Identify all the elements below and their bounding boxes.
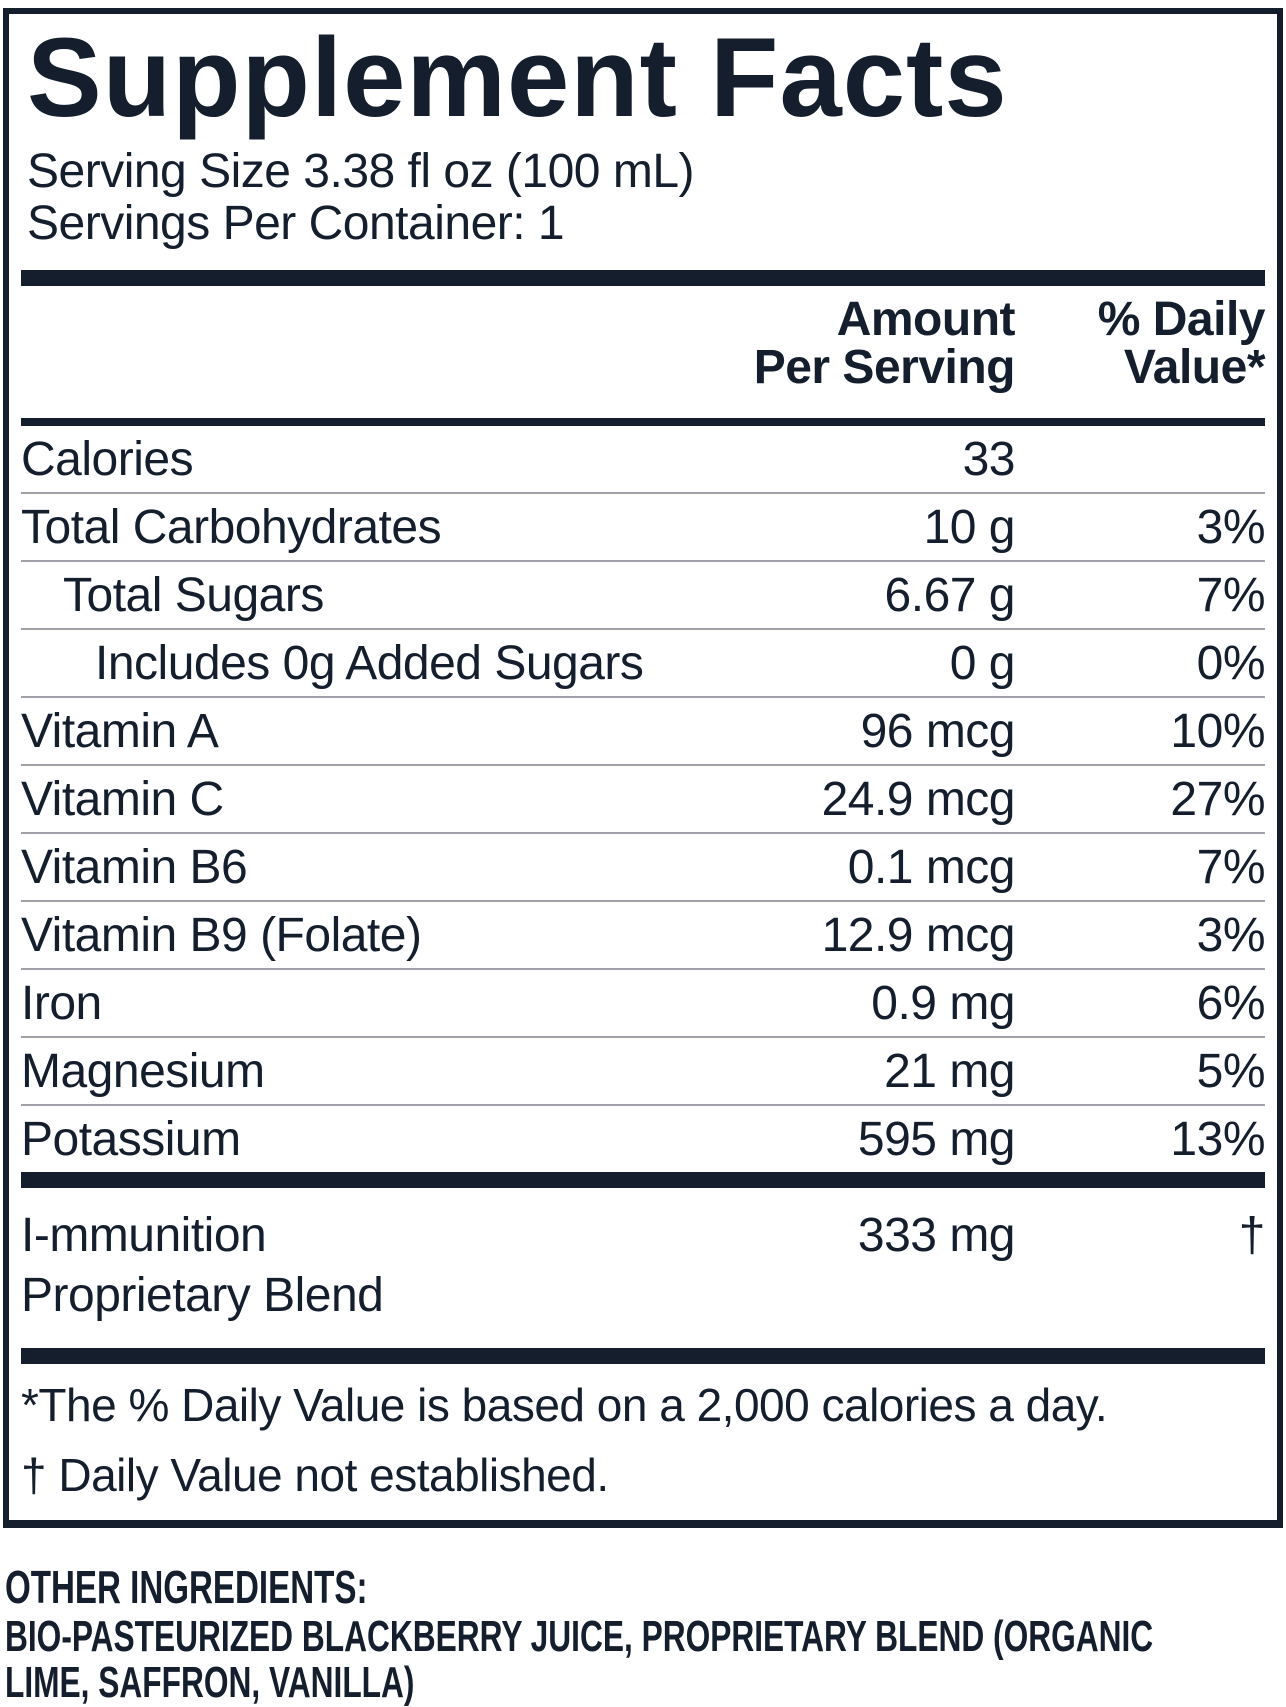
row-amount: 33	[962, 432, 1016, 486]
row-name: Vitamin B9 (Folate)	[21, 908, 422, 962]
row-daily-value: 6%	[1196, 976, 1266, 1030]
row-amount: 10 g	[923, 500, 1016, 554]
row-name: Total Sugars	[63, 568, 324, 622]
row-name: Vitamin B6	[21, 840, 248, 894]
row-name: Vitamin C	[21, 772, 224, 826]
row-amount: 595 mg	[857, 1112, 1016, 1166]
row-daily-value: 10%	[1170, 704, 1265, 758]
footnote-not-established: † Daily Value not established.	[21, 1449, 609, 1502]
table-row: Vitamin B9 (Folate) 12.9 mcg 3%	[21, 900, 1266, 968]
blend-amount: 333 mg	[857, 1209, 1016, 1263]
row-amount: 0.1 mcg	[847, 840, 1016, 894]
row-daily-value: 27%	[1170, 772, 1265, 826]
table-row: Vitamin A 96 mcg 10%	[21, 696, 1266, 764]
supplement-facts-panel: Supplement Facts Serving Size 3.38 fl oz…	[3, 8, 1283, 1529]
row-name: Iron	[21, 976, 102, 1030]
supplement-label-sheet: Supplement Facts Serving Size 3.38 fl oz…	[0, 8, 1286, 1706]
table-row: Magnesium 21 mg 5%	[21, 1036, 1266, 1104]
row-daily-value: 7%	[1196, 840, 1266, 894]
divider-bar-top	[21, 270, 1265, 287]
table-row: Potassium 595 mg 13%	[21, 1104, 1266, 1172]
table-row: Total Sugars 6.67 g 7%	[21, 560, 1266, 628]
divider-bar-blend-top	[21, 1172, 1265, 1189]
row-name: Includes 0g Added Sugars	[95, 636, 644, 690]
row-name: Vitamin A	[21, 704, 219, 758]
amount-column-header: Amount Per Serving	[753, 293, 1016, 395]
table-row: Includes 0g Added Sugars 0 g 0%	[21, 628, 1266, 696]
nutrients-table: Calories 33 Total Carbohydrates 10 g 3% …	[21, 418, 1266, 1172]
blend-daily-value: †	[1238, 1209, 1266, 1263]
row-name: Potassium	[21, 1112, 241, 1166]
other-ingredients-text: BIO-PASTEURIZED BLACKBERRY JUICE, PROPRI…	[5, 1612, 1154, 1707]
row-name: Calories	[21, 432, 194, 486]
table-row: Vitamin C 24.9 mcg 27%	[21, 764, 1266, 832]
row-amount: 21 mg	[884, 1044, 1015, 1098]
row-amount: 96 mcg	[860, 704, 1016, 758]
row-amount: 24.9 mcg	[821, 772, 1016, 826]
column-headers: Amount Per Serving % Daily Value*	[21, 286, 1266, 418]
row-amount: 0 g	[949, 636, 1016, 690]
serving-size: Serving Size 3.38 fl oz (100 mL)	[27, 145, 695, 199]
footnotes: *The % Daily Value is based on a 2,000 c…	[21, 1364, 1265, 1510]
row-daily-value: 5%	[1196, 1044, 1266, 1098]
row-daily-value: 13%	[1170, 1112, 1265, 1166]
panel-title: Supplement Facts	[27, 15, 1008, 140]
row-amount: 0.9 mg	[871, 976, 1015, 1030]
servings-per-container: Servings Per Container: 1	[27, 197, 565, 251]
row-amount: 6.67 g	[884, 568, 1016, 622]
row-daily-value: 3%	[1196, 908, 1266, 962]
divider-bar-blend-bottom	[21, 1348, 1265, 1365]
other-ingredients-section: OTHER INGREDIENTS: BIO-PASTEURIZED BLACK…	[5, 1562, 1286, 1706]
footnote-daily-value: *The % Daily Value is based on a 2,000 c…	[21, 1379, 1108, 1432]
table-row: Total Carbohydrates 10 g 3%	[21, 492, 1266, 560]
table-row: Calories 33	[21, 426, 1265, 492]
row-name: Total Carbohydrates	[21, 500, 442, 554]
row-daily-value: 0%	[1196, 636, 1266, 690]
blend-name: I-mmunition Proprietary Blend	[21, 1209, 384, 1323]
row-daily-value: 3%	[1196, 500, 1266, 554]
daily-value-column-header: % Daily Value*	[1097, 293, 1266, 395]
serving-info: Serving Size 3.38 fl oz (100 mL) Serving…	[27, 146, 1265, 250]
other-ingredients-heading: OTHER INGREDIENTS:	[5, 1561, 368, 1614]
proprietary-blend-row: I-mmunition Proprietary Blend 333 mg †	[21, 1188, 1266, 1348]
table-row: Iron 0.9 mg 6%	[21, 968, 1266, 1036]
row-amount: 12.9 mcg	[821, 908, 1016, 962]
table-row: Vitamin B6 0.1 mcg 7%	[21, 832, 1266, 900]
row-daily-value: 7%	[1196, 568, 1266, 622]
row-name: Magnesium	[21, 1044, 265, 1098]
